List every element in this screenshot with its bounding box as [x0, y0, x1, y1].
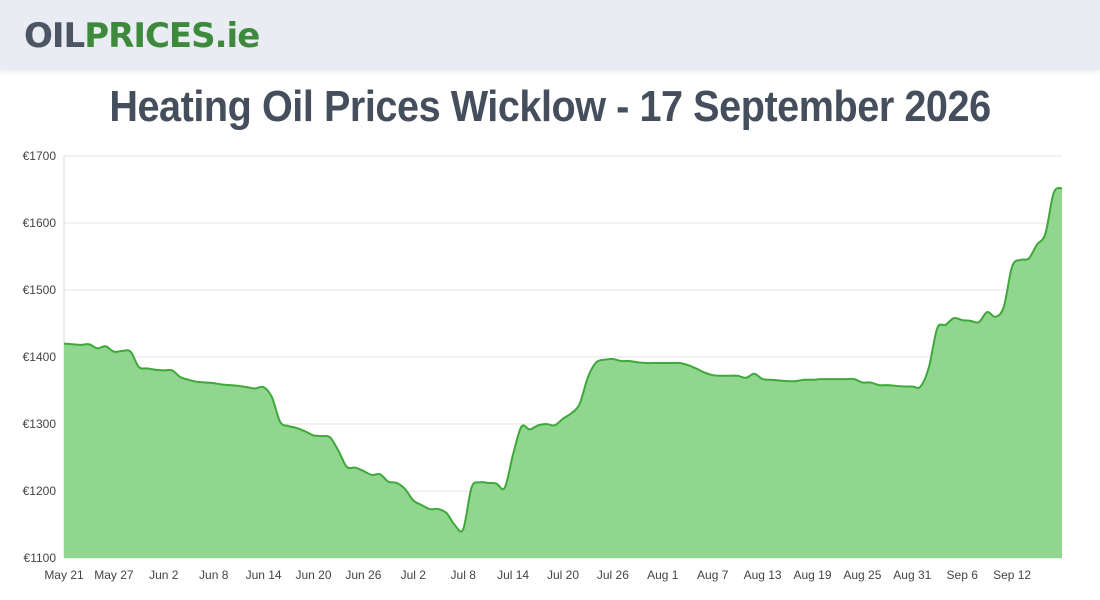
- site-header: OILPRICES.ie: [0, 0, 1100, 70]
- page-title: Heating Oil Prices Wicklow - 17 Septembe…: [109, 82, 991, 131]
- logo-text-prices: PRICES.ie: [84, 16, 260, 56]
- x-tick-label: Jun 14: [246, 568, 282, 582]
- y-tick-label: €1600: [23, 216, 57, 230]
- x-tick-label: Aug 13: [744, 568, 782, 582]
- x-tick-label: Aug 31: [893, 568, 931, 582]
- y-tick-label: €1700: [23, 149, 57, 163]
- x-axis: May 21 May 27 Jun 2 Jun 8 Jun 14 Jun 20 Jun 26…: [44, 568, 1031, 582]
- y-tick-label: €1500: [23, 283, 57, 297]
- price-line: [63, 186, 1063, 533]
- x-tick-label: Jun 8: [199, 568, 229, 582]
- x-tick-label: May 27: [94, 568, 134, 582]
- x-tick-label: Jul 20: [547, 568, 579, 582]
- x-tick-label: Aug 1: [647, 568, 679, 582]
- y-tick-label: €1400: [23, 350, 57, 364]
- price-area: [64, 187, 1062, 559]
- y-tick-label: €1100: [24, 551, 57, 565]
- price-chart: €1100 €1200 €1300 €1400 €1500 €1600 €1700 May …: [23, 149, 1063, 582]
- x-tick-label: Jun 26: [345, 568, 381, 582]
- x-tick-label: Jun 2: [149, 568, 179, 582]
- x-tick-label: Jun 20: [295, 568, 331, 582]
- x-tick-label: Sep 12: [993, 568, 1031, 582]
- y-tick-label: €1300: [23, 417, 57, 431]
- y-tick-label: €1200: [23, 484, 57, 498]
- x-tick-label: May 21: [44, 568, 84, 582]
- x-tick-label: Jul 8: [451, 568, 477, 582]
- x-tick-label: Sep 6: [947, 568, 979, 582]
- x-tick-label: Jul 26: [597, 568, 629, 582]
- chart-area-layer: [63, 186, 1063, 559]
- logo-text-oil: OIL: [24, 16, 85, 56]
- x-tick-label: Jul 2: [401, 568, 427, 582]
- site-logo[interactable]: OILPRICES.ie: [24, 14, 260, 58]
- y-axis: €1100 €1200 €1300 €1400 €1500 €1600 €1700: [23, 149, 57, 565]
- x-tick-label: Aug 7: [697, 568, 729, 582]
- x-tick-label: Aug 19: [793, 568, 831, 582]
- x-tick-label: Aug 25: [843, 568, 881, 582]
- x-tick-label: Jul 14: [497, 568, 529, 582]
